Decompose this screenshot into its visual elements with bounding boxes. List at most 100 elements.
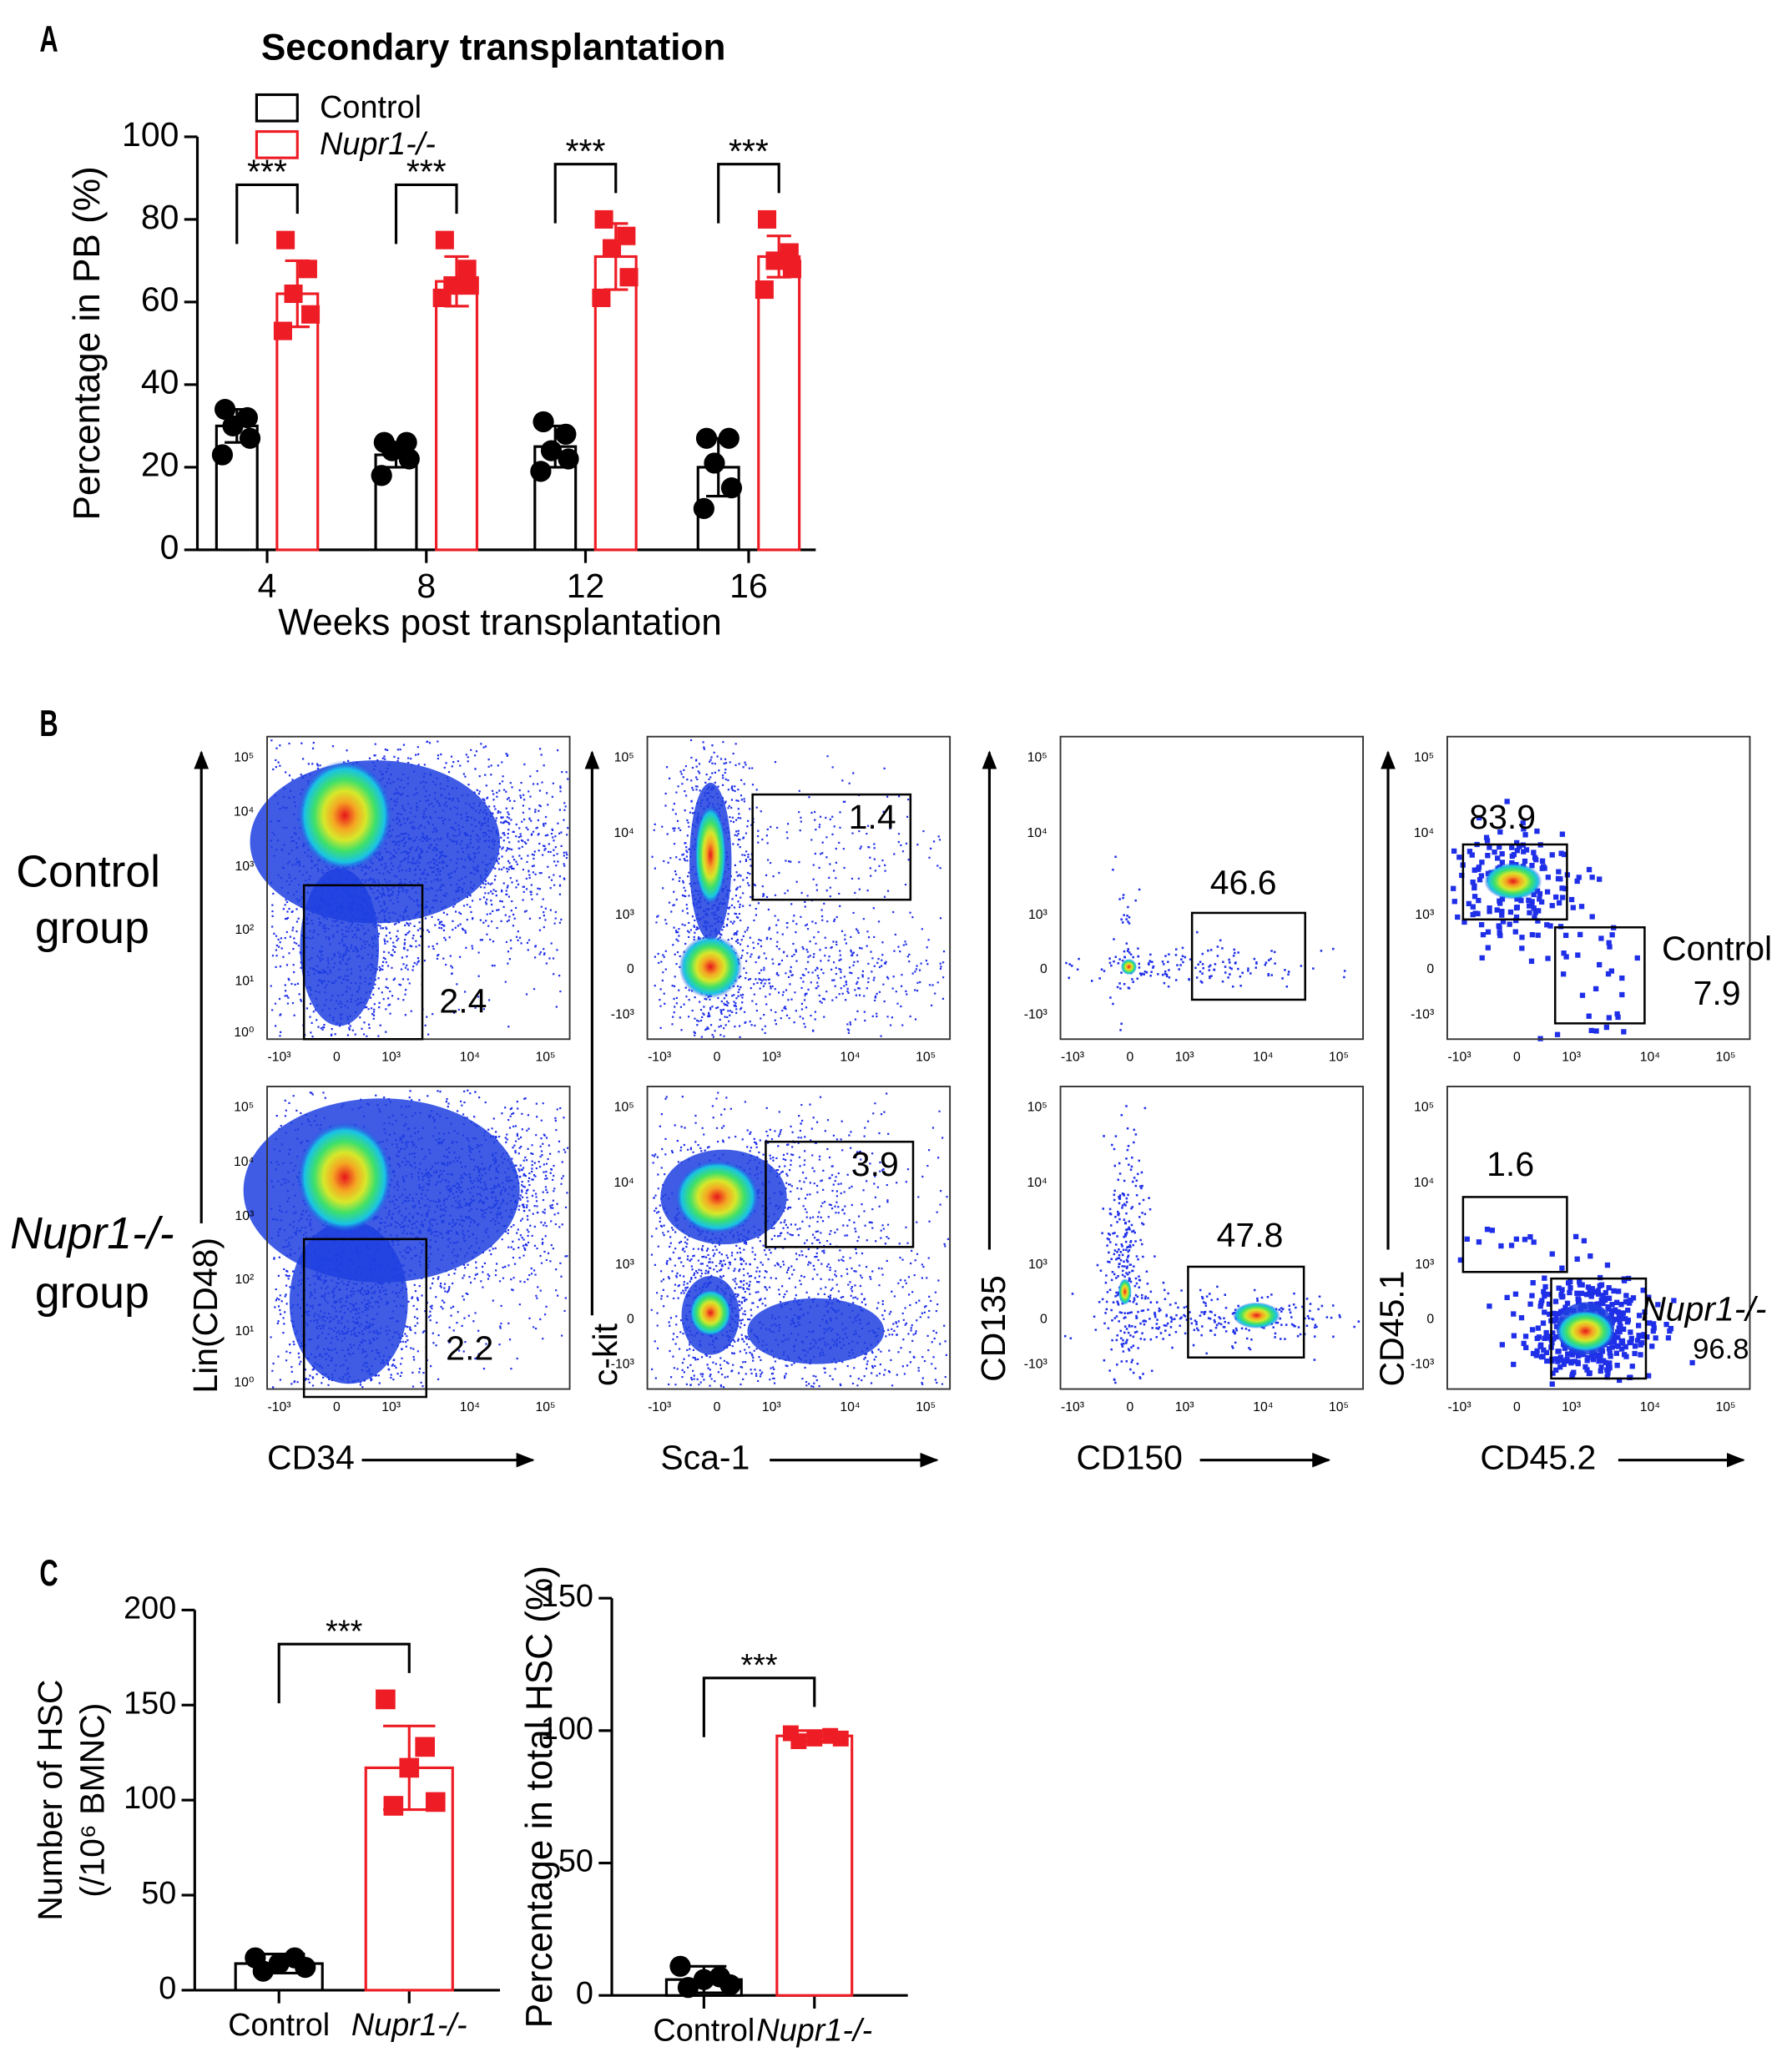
y-tick-label: 10¹ bbox=[235, 1324, 255, 1339]
data-point bbox=[704, 452, 725, 474]
x-tick-label: -10³ bbox=[1061, 1400, 1084, 1414]
row-label: group bbox=[35, 903, 149, 953]
y-tick-label: 0 bbox=[160, 528, 179, 567]
significance-bracket bbox=[553, 163, 618, 224]
significance-bracket bbox=[277, 1642, 411, 1704]
x-tick-label: 10⁴ bbox=[1253, 1050, 1273, 1064]
x-tick-label: 12 bbox=[567, 567, 605, 605]
significance-bracket bbox=[394, 183, 458, 245]
data-point bbox=[718, 427, 740, 449]
plot-frame bbox=[1059, 735, 1365, 1041]
density-core bbox=[297, 1122, 392, 1233]
y-tick-label: -10³ bbox=[1024, 1358, 1047, 1372]
data-point bbox=[790, 1733, 807, 1750]
data-point bbox=[284, 284, 303, 304]
y-tick-label: 150 bbox=[541, 1579, 593, 1614]
x-tick-label: 10⁵ bbox=[1715, 1050, 1735, 1064]
y-tick-label: -10³ bbox=[611, 1358, 634, 1372]
y-tick-label: 10⁴ bbox=[614, 826, 634, 840]
data-point bbox=[695, 427, 718, 449]
y-tick-label: 100 bbox=[541, 1712, 593, 1747]
y-tick-label: -10³ bbox=[1024, 1007, 1047, 1021]
gate bbox=[1553, 926, 1646, 1025]
panel-label: C bbox=[39, 1554, 58, 1595]
y-tick-label: 10⁴ bbox=[234, 1155, 254, 1169]
x-tick-label: -10³ bbox=[1447, 1400, 1471, 1414]
legend-swatch bbox=[255, 93, 299, 123]
y-tick-label: 10² bbox=[235, 923, 255, 937]
gate-value: 3.9 bbox=[851, 1145, 899, 1183]
data-point bbox=[677, 1977, 699, 1999]
data-point bbox=[780, 243, 799, 262]
x-tick-label: 10⁵ bbox=[536, 1050, 556, 1064]
data-point bbox=[592, 288, 611, 307]
x-tick-label: 0 bbox=[1513, 1400, 1521, 1414]
data-point bbox=[782, 260, 802, 279]
x-tick-label: 10⁵ bbox=[916, 1050, 936, 1064]
legend-label: Control bbox=[320, 90, 421, 125]
event-dots bbox=[1451, 799, 1640, 1041]
x-tick-label: -10³ bbox=[648, 1400, 671, 1414]
y-tick-label: 10⁴ bbox=[234, 805, 254, 819]
data-point bbox=[619, 268, 639, 287]
data-point bbox=[268, 1953, 290, 1974]
x-tick-label: Control bbox=[653, 2013, 755, 2048]
significance-bracket bbox=[702, 1676, 816, 1737]
x-tick-label: 0 bbox=[1513, 1050, 1521, 1064]
density-core bbox=[1233, 1302, 1280, 1329]
y-tick-label: 10⁰ bbox=[234, 1026, 254, 1040]
data-point bbox=[301, 305, 321, 324]
y-tick-label: 0 bbox=[627, 962, 634, 976]
gate-value: 47.8 bbox=[1217, 1216, 1284, 1254]
x-tick-label: 10⁵ bbox=[536, 1400, 556, 1414]
y-tick-label: 0 bbox=[576, 1976, 593, 2011]
data-point bbox=[720, 477, 743, 499]
gate-value: 2.4 bbox=[439, 982, 487, 1021]
y-tick-label: 0 bbox=[1040, 962, 1047, 976]
y-tick-label: 10³ bbox=[1028, 908, 1047, 922]
data-point bbox=[432, 288, 452, 307]
gate bbox=[1461, 1196, 1568, 1273]
x-tick-label: 10³ bbox=[1175, 1050, 1194, 1064]
y-tick-label: 10³ bbox=[235, 860, 255, 874]
x-tick-label: Nupr1-/- bbox=[756, 2013, 872, 2048]
y-tick-label: 10⁴ bbox=[614, 1176, 634, 1190]
data-point bbox=[371, 465, 392, 487]
data-point bbox=[399, 1757, 420, 1778]
data-point bbox=[222, 415, 244, 437]
data-point bbox=[376, 1689, 396, 1710]
data-point bbox=[757, 209, 777, 229]
gate bbox=[1461, 843, 1568, 921]
significance-label: *** bbox=[406, 153, 447, 191]
y-tick-label: 80 bbox=[141, 198, 179, 236]
x-tick-label: 10⁴ bbox=[1640, 1050, 1660, 1064]
density-core bbox=[1484, 863, 1542, 900]
data-point bbox=[211, 444, 234, 466]
y-tick-label: 10⁵ bbox=[234, 1101, 254, 1115]
gate-value: 83.9 bbox=[1469, 798, 1536, 836]
y-axis-label: Lin(CD48) bbox=[186, 1238, 225, 1394]
y-tick-label: 150 bbox=[124, 1686, 176, 1721]
x-tick-label: 10³ bbox=[762, 1400, 781, 1414]
x-tick-label: 10⁴ bbox=[460, 1050, 480, 1064]
data-point bbox=[460, 276, 479, 295]
data-point bbox=[530, 461, 552, 482]
gate bbox=[765, 1140, 915, 1248]
gate bbox=[751, 793, 912, 901]
y-tick-label: 0 bbox=[1426, 962, 1434, 976]
gate bbox=[1190, 911, 1306, 1001]
x-tick-label: 0 bbox=[714, 1400, 721, 1414]
x-tick-label: Nupr1-/- bbox=[351, 2008, 467, 2043]
x-tick-label: 10³ bbox=[1562, 1400, 1581, 1414]
data-point bbox=[533, 411, 554, 433]
y-tick-label: 0 bbox=[159, 1971, 176, 2006]
x-tick-label: 16 bbox=[729, 567, 768, 605]
density-core bbox=[1118, 1278, 1132, 1305]
y-tick-label: 100 bbox=[124, 1781, 176, 1816]
x-tick-label: 10⁵ bbox=[916, 1400, 936, 1414]
data-point bbox=[239, 427, 261, 449]
bar bbox=[757, 255, 801, 552]
x-tick-label: 10⁵ bbox=[1715, 1400, 1735, 1414]
data-point bbox=[594, 209, 613, 229]
plot-frame bbox=[1446, 1086, 1751, 1390]
